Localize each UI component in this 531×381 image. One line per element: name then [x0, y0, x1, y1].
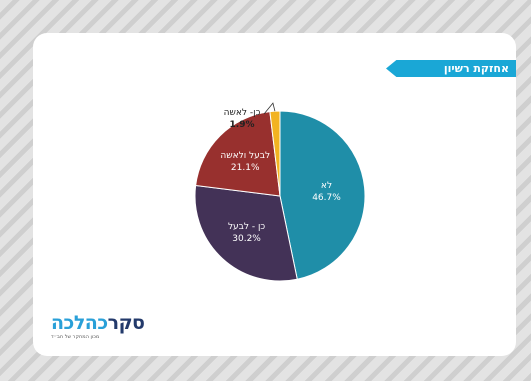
slice-value-1: 30.2%: [232, 234, 261, 244]
slice-label-3: כן- לאשה: [224, 108, 261, 118]
pie-slice-1: [194, 184, 298, 282]
slice-value-0: 46.7%: [312, 193, 341, 203]
pie-slice-3: [269, 110, 281, 197]
logo-wordmark: סקרכהלכה: [51, 312, 156, 334]
leader-line-3: [263, 102, 276, 115]
slice-label-1: כן - לבעל: [228, 222, 265, 232]
chart-card: אחזקת רשיון לא 46.7% כן - לבעל 30.2% לבעל ול…: [33, 33, 516, 356]
logo-brand-light: כהלכה: [51, 312, 108, 334]
logo-brand-dark: סקר: [107, 312, 145, 334]
pie-slice-0: [279, 110, 366, 280]
pie-chart: לא 46.7% כן - לבעל 30.2% לבעל ולאשה 21.1% כן- …: [194, 102, 366, 282]
brand-logo: סקרכהלכה מכון המחקר של חב״ד: [51, 312, 156, 344]
slice-value-2: 21.1%: [231, 163, 260, 173]
logo-tagline: מכון המחקר של חב״ד: [51, 334, 100, 340]
slice-label-0: לא: [321, 181, 332, 191]
slice-value-3: 1.9%: [230, 120, 255, 130]
slice-label-2: לבעל ולאשה: [220, 151, 270, 161]
chart-title-banner: אחזקת רשיון: [386, 60, 516, 77]
pie-slice-2: [195, 111, 281, 197]
